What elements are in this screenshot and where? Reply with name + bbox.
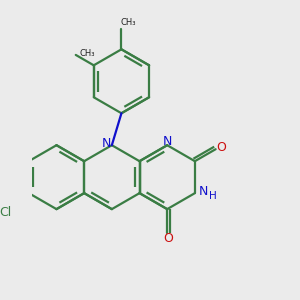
Text: O: O: [163, 232, 173, 245]
Text: N: N: [199, 185, 208, 198]
Text: N: N: [163, 135, 172, 148]
Text: CH₃: CH₃: [120, 18, 136, 27]
Text: N: N: [101, 137, 111, 150]
Text: Cl: Cl: [0, 206, 12, 219]
Text: O: O: [216, 141, 226, 154]
Text: H: H: [208, 191, 216, 201]
Text: CH₃: CH₃: [79, 49, 95, 58]
